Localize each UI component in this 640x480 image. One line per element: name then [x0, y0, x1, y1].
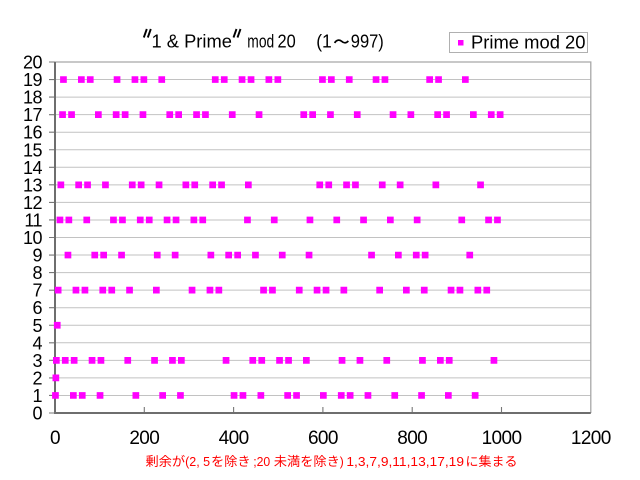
svg-text:18: 18 [23, 88, 43, 108]
svg-text:1 & Prime: 1 & Prime [152, 31, 232, 51]
svg-text:20: 20 [23, 53, 43, 73]
svg-text:10: 10 [23, 228, 43, 248]
svg-text:0: 0 [50, 428, 60, 449]
svg-text:;20: ;20 [253, 454, 270, 469]
svg-text:9: 9 [32, 246, 42, 266]
svg-text:16: 16 [23, 123, 43, 143]
svg-text:1000: 1000 [482, 428, 522, 449]
svg-text:19: 19 [23, 70, 43, 90]
svg-text:6: 6 [32, 298, 42, 318]
svg-text:997): 997) [351, 31, 384, 51]
svg-text:2: 2 [32, 368, 42, 388]
svg-text:13: 13 [23, 175, 43, 195]
svg-text:Prime mod 20: Prime mod 20 [471, 32, 586, 52]
svg-text:11: 11 [24, 210, 42, 230]
svg-text:8: 8 [32, 263, 42, 283]
svg-text:20: 20 [278, 31, 296, 51]
svg-text:200: 200 [129, 428, 159, 449]
svg-text:4: 4 [32, 333, 42, 353]
svg-text:): ) [340, 454, 344, 469]
svg-text:3: 3 [32, 351, 42, 371]
svg-text:mod: mod [247, 31, 274, 51]
svg-text:5: 5 [32, 316, 42, 336]
svg-text:600: 600 [308, 428, 338, 449]
svg-text:(2, 5: (2, 5 [185, 454, 210, 469]
svg-text:0: 0 [32, 404, 42, 424]
svg-text:1: 1 [32, 386, 42, 406]
svg-text:800: 800 [397, 428, 427, 449]
svg-text:14: 14 [23, 158, 43, 178]
svg-text:1,3,7,9,11,13,17,19: 1,3,7,9,11,13,17,19 [346, 454, 464, 469]
svg-text:400: 400 [219, 428, 249, 449]
svg-text:12: 12 [23, 193, 43, 213]
svg-text:(1: (1 [316, 31, 332, 51]
svg-text:17: 17 [23, 105, 43, 125]
svg-text:15: 15 [23, 140, 43, 160]
svg-text:1200: 1200 [571, 428, 611, 449]
svg-text:7: 7 [32, 281, 42, 301]
